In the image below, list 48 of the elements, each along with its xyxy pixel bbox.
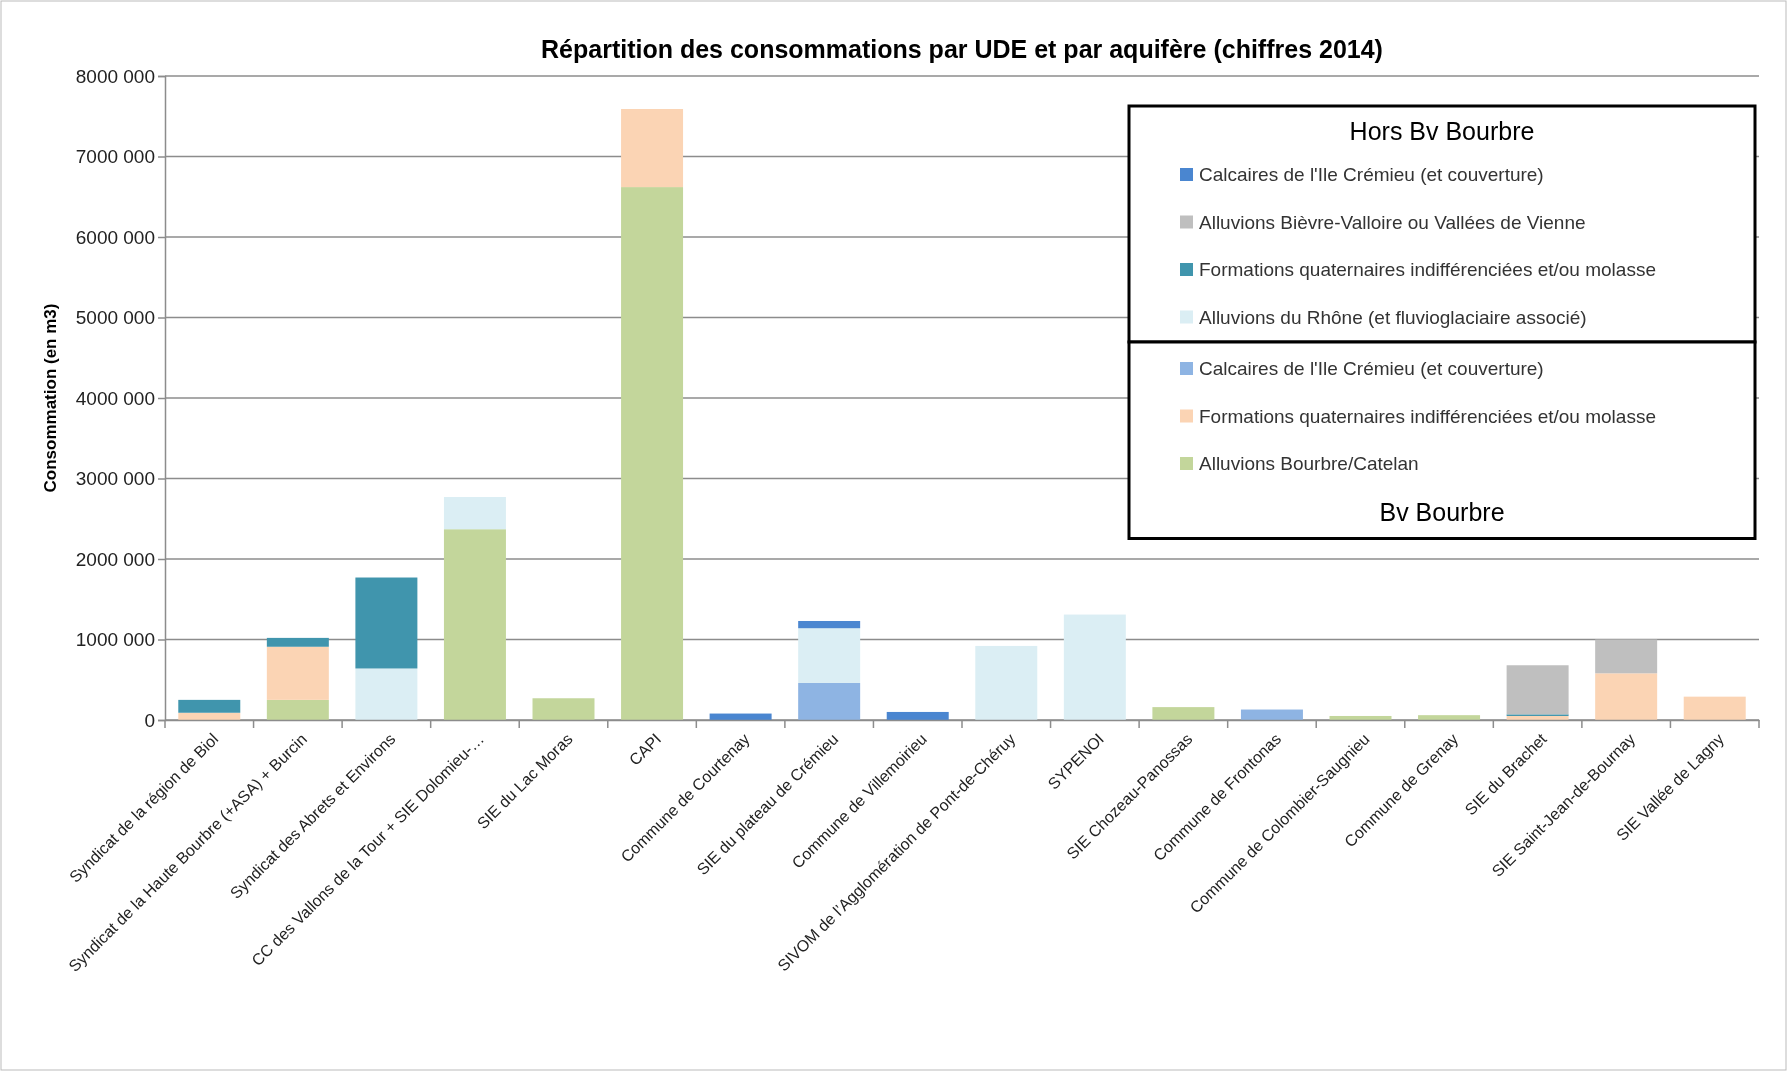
legend-label: Formations quaternaires indifférenciées et/ou molasse: [1199, 405, 1656, 427]
bar: [709, 713, 772, 720]
bar: [975, 645, 1038, 720]
bar: [1506, 715, 1569, 720]
legend-label: Alluvions du Rhône (et fluvioglaciaire associé): [1199, 306, 1587, 328]
y-tick-label: 8000 000: [75, 65, 155, 87]
y-tick-label: 2000 000: [75, 548, 155, 570]
bar: [355, 577, 418, 669]
y-tick-label: 7000 000: [75, 146, 155, 168]
bar: [621, 109, 684, 188]
bar: [532, 698, 595, 720]
y-tick-label: 5000 000: [75, 307, 155, 329]
bar: [798, 628, 861, 683]
bar: [1329, 715, 1392, 720]
bar: [266, 637, 329, 647]
bar: [1683, 696, 1746, 720]
legend-label: Calcaires de l'Ile Crémieu (et couverture): [1199, 164, 1544, 185]
bar: [798, 682, 861, 720]
bar: [1418, 715, 1481, 720]
y-tick-label: 3000 000: [75, 468, 155, 490]
bar: [443, 497, 506, 530]
chart-title: Répartition des consommations par UDE et par aquifère (chiffres 2014): [541, 35, 1383, 63]
bar: [355, 668, 418, 720]
annotation: Bv Bourbre: [1379, 497, 1505, 526]
bar: [1063, 614, 1126, 720]
legend-label: Formations quaternaires indifférenciées et/ou molasse: [1199, 259, 1656, 280]
legend-label: Alluvions Bourbre/Catelan: [1199, 453, 1419, 474]
bar: [266, 646, 329, 700]
bar: [178, 699, 241, 713]
bar: [1506, 665, 1569, 715]
y-tick-label: 6000 000: [75, 226, 155, 248]
bar: [266, 699, 329, 720]
bar: [1240, 709, 1303, 720]
bar: [1595, 673, 1658, 720]
bar: [443, 529, 506, 720]
bar: [1595, 639, 1658, 674]
legend-label: Alluvions Bièvre-Valloire ou Vallées de Vienne: [1199, 211, 1586, 233]
legend-title: Hors Bv Bourbre: [1349, 117, 1535, 145]
legend-label: Calcaires de l'Ile Crémieu (et couverture): [1199, 358, 1544, 379]
y-tick-label: 1000 000: [75, 629, 155, 651]
bar: [798, 620, 861, 629]
y-tick-label: 0: [144, 709, 155, 731]
bar: [621, 187, 684, 720]
bar: [1152, 707, 1215, 720]
y-axis-title: Consommation (en m3): [41, 303, 60, 493]
y-tick-label: 4000 000: [75, 387, 155, 409]
bar: [886, 711, 949, 720]
bar: [178, 712, 241, 720]
